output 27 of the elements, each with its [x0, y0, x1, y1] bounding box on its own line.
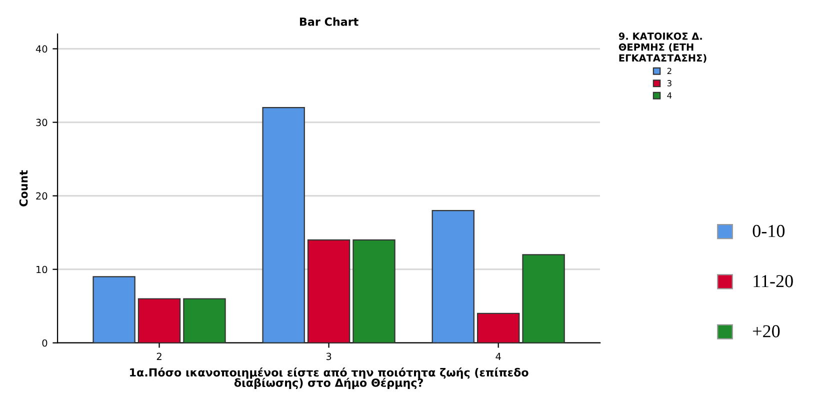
text: 0-10 [752, 224, 785, 238]
x-tick-label: 2 [156, 352, 162, 360]
bar [522, 254, 565, 343]
text: +20 [753, 325, 780, 338]
y-axis-title: Count [19, 170, 28, 206]
legend-label: 2 [667, 68, 672, 74]
bar [307, 239, 350, 343]
y-tick-label: 10 [36, 266, 48, 274]
text: 11-20 [754, 275, 793, 288]
chart-title: Bar Chart [300, 17, 358, 26]
y-tick-label: 20 [36, 192, 48, 200]
bar [476, 312, 520, 343]
bar [183, 298, 226, 343]
legend-title: 9. ΚΑΤΟΙΚΟΣ Δ. ΘΕΡΜΗΣ (ΕΤΗ ΕΓΚΑΤΑΣΤΑΣΗΣ) [618, 32, 706, 63]
y-tick-label: 0 [42, 339, 48, 347]
legend-label: 3 [667, 80, 672, 86]
bar [262, 107, 305, 343]
bar [432, 210, 474, 343]
bar [138, 298, 181, 343]
bar [352, 239, 396, 343]
y-tick-label: 40 [36, 45, 48, 53]
x-tick-label: 3 [326, 352, 332, 360]
y-tick-label: 30 [36, 118, 48, 126]
x-tick-label: 4 [496, 352, 501, 360]
legend-label: 4 [667, 92, 672, 98]
x-axis-title: 1α.Πόσο ικανοποιημένοι είστε από την ποιότητα ζωής (επίπεδο διαβίωσης) στο Δήμο Θέρμης? [130, 368, 528, 390]
bar [92, 276, 136, 343]
